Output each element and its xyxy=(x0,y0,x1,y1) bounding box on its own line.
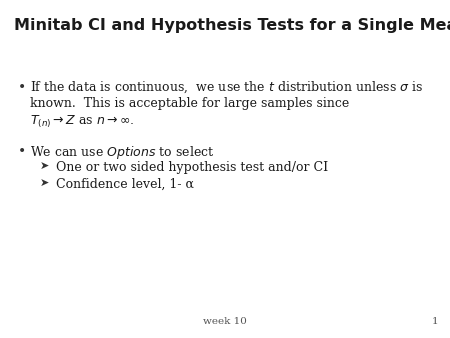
Text: We can use $\it{Options}$ to select: We can use $\it{Options}$ to select xyxy=(30,144,214,161)
Text: •: • xyxy=(18,80,26,94)
Text: known.  This is acceptable for large samples since: known. This is acceptable for large samp… xyxy=(30,97,349,110)
Text: week 10: week 10 xyxy=(203,317,247,326)
Text: Minitab CI and Hypothesis Tests for a Single Mean: Minitab CI and Hypothesis Tests for a Si… xyxy=(14,18,450,33)
Text: •: • xyxy=(18,144,26,158)
Text: ➤: ➤ xyxy=(40,161,50,171)
Text: If the data is continuous,  we use the $t$ distribution unless $\sigma$ is: If the data is continuous, we use the $t… xyxy=(30,80,423,95)
Text: ➤: ➤ xyxy=(40,178,50,188)
Text: Confidence level, 1- α: Confidence level, 1- α xyxy=(56,178,194,191)
Text: One or two sided hypothesis test and/or CI: One or two sided hypothesis test and/or … xyxy=(56,161,328,174)
Text: 1: 1 xyxy=(432,317,438,326)
Text: $T_{(n)} \rightarrow Z$ as $n \rightarrow \infty.$: $T_{(n)} \rightarrow Z$ as $n \rightarro… xyxy=(30,114,135,130)
